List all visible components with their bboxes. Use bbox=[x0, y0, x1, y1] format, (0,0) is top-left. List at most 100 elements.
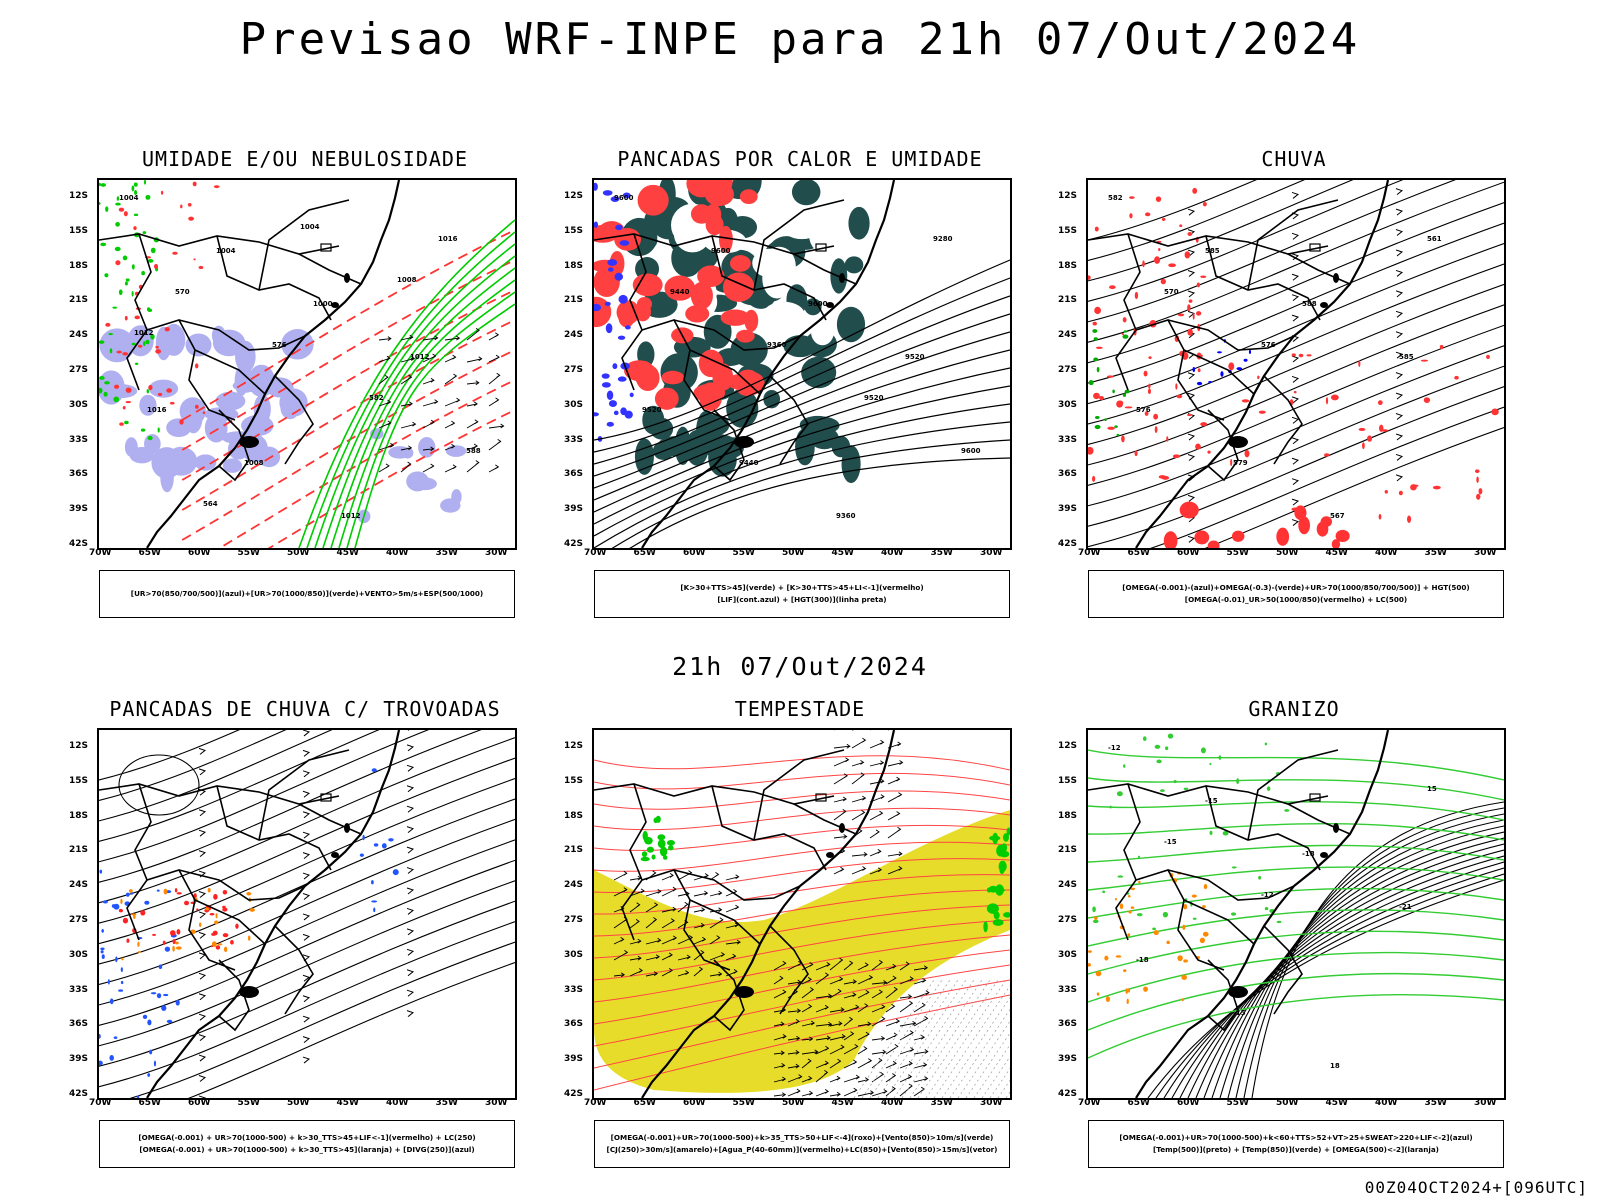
latitude-tick-label: 27S bbox=[1058, 915, 1078, 925]
longitude-tick-label: 65W bbox=[1127, 548, 1150, 558]
contour-label: -21 bbox=[1399, 903, 1412, 911]
forecast-map-panel: -12 -15 -18 -21 -18 -15 18 15 -15 -12 bbox=[1086, 728, 1506, 1100]
panel-legend: [OMEGA(-0.001)+UR>70(1000-500)+k<60+TTS>… bbox=[1088, 1120, 1504, 1168]
longitude-tick-label: 60W bbox=[188, 1098, 211, 1108]
panel-title: TEMPESTADE bbox=[734, 697, 866, 721]
latitude-tick-label: 33S bbox=[69, 984, 89, 995]
latitude-tick-label: 24S bbox=[564, 330, 584, 341]
latitude-tick-label: 18S bbox=[564, 810, 584, 821]
contour-label: 579 bbox=[1233, 459, 1248, 467]
contour-label: 1000 bbox=[313, 300, 333, 308]
longitude-tick-label: 40W bbox=[1375, 1098, 1398, 1108]
longitude-tick-label: 45W bbox=[1325, 548, 1348, 558]
latitude-tick-label: 21S bbox=[1058, 295, 1078, 306]
contour-label: 582 bbox=[369, 394, 384, 402]
contour-label: 9520 bbox=[642, 406, 662, 414]
map-canvas: -12 -15 -18 -21 -18 -15 18 15 -15 -12 bbox=[1088, 730, 1504, 1098]
legend-line: [UR>70(850/700/500)](azul)+[UR>70(1000/8… bbox=[130, 589, 484, 598]
longitude-tick-label: 70W bbox=[89, 548, 112, 558]
contour-label: 1012 bbox=[341, 512, 361, 520]
longitude-tick-label: 50W bbox=[1276, 1098, 1299, 1108]
longitude-tick-label: 35W bbox=[1424, 1098, 1447, 1108]
contour-label: 588 bbox=[466, 447, 481, 455]
latitude-tick-label: 12S bbox=[1058, 191, 1078, 201]
longitude-tick-label: 45W bbox=[1325, 1098, 1348, 1108]
panel-legend: [OMEGA(-0.001) + UR>70(1000-500) + k>30_… bbox=[99, 1120, 515, 1168]
latitude-tick-label: 24S bbox=[69, 880, 89, 891]
longitude-tick-label: 50W bbox=[782, 548, 805, 558]
longitude-tick-label: 45W bbox=[831, 548, 854, 558]
longitude-tick-label: 65W bbox=[1127, 1098, 1150, 1108]
latitude-tick-label: 39S bbox=[1058, 504, 1078, 515]
longitude-tick-label: 60W bbox=[683, 548, 706, 558]
longitude-tick-label: 30W bbox=[980, 1098, 1003, 1108]
contour-label: 9440 bbox=[670, 288, 690, 296]
latitude-tick-label: 15S bbox=[564, 775, 584, 786]
latitude-tick-label: 39S bbox=[69, 504, 89, 515]
latitude-tick-label: 27S bbox=[564, 915, 584, 925]
contour-label: 9600 bbox=[808, 300, 828, 308]
latitude-tick-label: 24S bbox=[1058, 880, 1078, 891]
main-title: Previsao WRF-INPE para 21h 07/Out/2024 bbox=[239, 14, 1361, 65]
panel-legend: [OMEGA(-0.001)+UR>70(1000-500)+k>35_TTS>… bbox=[594, 1120, 1010, 1168]
longitude-tick-label: 50W bbox=[782, 1098, 805, 1108]
latitude-tick-label: 21S bbox=[69, 295, 89, 306]
longitude-tick-label: 60W bbox=[1177, 548, 1200, 558]
longitude-tick-label: 55W bbox=[732, 1098, 755, 1108]
latitude-tick-label: 12S bbox=[69, 741, 89, 751]
longitude-tick-label: 30W bbox=[485, 548, 508, 558]
contour-label: 9600 bbox=[711, 247, 731, 255]
latitude-tick-label: 33S bbox=[69, 434, 89, 445]
contour-label: 585 bbox=[1205, 247, 1220, 255]
longitude-tick-label: 30W bbox=[1474, 548, 1497, 558]
model-run-footer: 00Z04OCT2024+[096UTC] bbox=[1364, 1178, 1588, 1197]
longitude-tick-label: 55W bbox=[732, 548, 755, 558]
latitude-tick-label: 39S bbox=[564, 1054, 584, 1065]
contour-label: 564 bbox=[203, 500, 218, 508]
latitude-tick-label: 36S bbox=[69, 1019, 89, 1030]
panel-title: PANCADAS DE CHUVA C/ TROVOADAS bbox=[109, 697, 501, 721]
latitude-tick-label: 39S bbox=[69, 1054, 89, 1065]
legend-line: [OMEGA(-0.001) + UR>70(1000-500) + k>30_… bbox=[138, 1133, 476, 1142]
forecast-map-panel: 9600 9600 9600 9520 9520 9440 9360 9280 9440 9360… bbox=[592, 178, 1012, 550]
map-canvas: 9600 9600 9600 9520 9520 9440 9360 9280 9440 9360… bbox=[594, 180, 1010, 548]
latitude-tick-label: 30S bbox=[69, 399, 89, 410]
longitude-tick-label: 55W bbox=[1226, 548, 1249, 558]
contour-label: 567 bbox=[1330, 512, 1345, 520]
longitude-tick-label: 35W bbox=[435, 548, 458, 558]
forecast-map-panel: 1004 1004 1000 1012 1016 1008 1012 1016 570 576 58… bbox=[97, 178, 517, 550]
latitude-tick-label: 27S bbox=[1058, 365, 1078, 375]
longitude-tick-label: 65W bbox=[633, 1098, 656, 1108]
latitude-tick-label: 39S bbox=[564, 504, 584, 515]
longitude-tick-label: 30W bbox=[485, 1098, 508, 1108]
panel-legend: [OMEGA(-0.001)-(azul)+OMEGA(-0.3)-(verde… bbox=[1088, 570, 1504, 618]
latitude-tick-label: 36S bbox=[1058, 469, 1078, 480]
longitude-tick-label: 40W bbox=[386, 548, 409, 558]
latitude-tick-label: 24S bbox=[69, 330, 89, 341]
latitude-tick-label: 30S bbox=[564, 949, 584, 960]
longitude-tick-label: 65W bbox=[138, 1098, 161, 1108]
latitude-tick-label: 15S bbox=[69, 775, 89, 786]
latitude-tick-label: 42S bbox=[564, 539, 584, 549]
longitude-tick-label: 60W bbox=[683, 1098, 706, 1108]
legend-line: [OMEGA(-0.001)+UR>70(1000-500)+k>35_TTS>… bbox=[610, 1133, 994, 1142]
longitude-tick-label: 40W bbox=[881, 1098, 904, 1108]
latitude-tick-label: 36S bbox=[1058, 1019, 1078, 1030]
latitude-tick-label: 15S bbox=[69, 225, 89, 236]
contour-label: 18 bbox=[1330, 1062, 1340, 1070]
latitude-tick-label: 21S bbox=[1058, 845, 1078, 856]
longitude-tick-label: 60W bbox=[188, 548, 211, 558]
forecast-map-panel bbox=[592, 728, 1012, 1100]
longitude-tick-label: 60W bbox=[1177, 1098, 1200, 1108]
contour-label: 9360 bbox=[767, 341, 787, 349]
panel-title: PANCADAS POR CALOR E UMIDADE bbox=[617, 147, 983, 171]
latitude-tick-label: 33S bbox=[564, 984, 584, 995]
longitude-tick-label: 70W bbox=[89, 1098, 112, 1108]
latitude-tick-label: 12S bbox=[564, 191, 584, 201]
contour-label: 9600 bbox=[961, 447, 981, 455]
latitude-tick-label: 42S bbox=[69, 539, 89, 549]
longitude-tick-label: 50W bbox=[1276, 548, 1299, 558]
legend-line: [OMEGA(-0.01)_UR>50(1000/850)(vermelho) … bbox=[1184, 595, 1408, 604]
contour-label: 9360 bbox=[836, 512, 856, 520]
latitude-tick-label: 24S bbox=[1058, 330, 1078, 341]
